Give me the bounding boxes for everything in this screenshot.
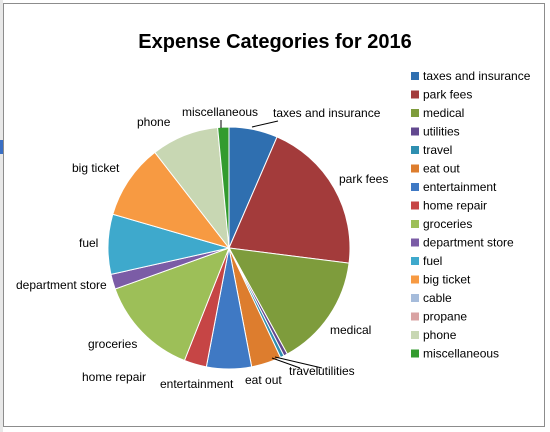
slice-label-taxes-and-insurance: taxes and insurance xyxy=(273,106,381,120)
window-edge-accent xyxy=(0,140,3,154)
legend-label-utilities: utilities xyxy=(423,125,460,139)
legend-label-groceries: groceries xyxy=(423,217,472,231)
legend-item-groceries: groceries xyxy=(411,217,472,231)
pie-slice-miscellaneous xyxy=(217,126,230,249)
legend-swatch-entertainment xyxy=(411,183,419,191)
pie-slice-groceries xyxy=(114,247,230,362)
legend-swatch-fuel xyxy=(411,257,419,265)
legend-item-fuel: fuel xyxy=(411,254,442,268)
legend-item-propane: propane xyxy=(411,310,467,324)
legend-item-phone: phone xyxy=(411,328,457,342)
legend-swatch-department-store xyxy=(411,238,419,247)
legend-swatch-groceries xyxy=(411,220,419,228)
chart-title: Expense Categories for 2016 xyxy=(138,31,411,53)
legend-label-fuel: fuel xyxy=(423,254,442,268)
leader-lines xyxy=(220,120,323,369)
slice-label-big-ticket: big ticket xyxy=(72,161,120,175)
slice-label-groceries: groceries xyxy=(88,337,137,351)
legend-swatch-eat-out xyxy=(411,164,419,173)
legend-item-home-repair: home repair xyxy=(411,199,487,213)
legend-label-miscellaneous: miscellaneous xyxy=(423,347,499,361)
legend-swatch-cable xyxy=(411,294,419,302)
slice-label-medical: medical xyxy=(330,323,371,337)
leader-line-taxes-and-insurance xyxy=(251,120,279,128)
pie-slice-park-fees xyxy=(228,136,351,264)
slice-label-park-fees: park fees xyxy=(339,172,388,186)
legend-label-taxes-and-insurance: taxes and insurance xyxy=(423,69,531,83)
slice-label-home-repair: home repair xyxy=(82,370,146,384)
legend-item-medical: medical xyxy=(411,106,464,120)
legend-label-cable: cable xyxy=(423,291,452,305)
legend-swatch-taxes-and-insurance xyxy=(411,72,419,80)
leader-line-travel xyxy=(271,357,301,369)
legend-label-department-store: department store xyxy=(423,236,514,250)
legend: taxes and insurance park fees medical utili… xyxy=(411,69,531,361)
slice-label-travel: travel xyxy=(289,364,318,378)
legend-label-eat-out: eat out xyxy=(423,162,460,176)
slice-label-miscellaneous: miscellaneous xyxy=(182,105,258,119)
legend-swatch-phone xyxy=(411,331,419,339)
pie-slice-medical xyxy=(228,247,350,355)
legend-item-entertainment: entertainment xyxy=(411,180,497,194)
legend-item-miscellaneous: miscellaneous xyxy=(411,347,499,361)
legend-label-park-fees: park fees xyxy=(423,88,472,102)
legend-label-medical: medical xyxy=(423,106,464,120)
legend-item-travel: travel xyxy=(411,143,452,157)
slice-label-department-store: department store xyxy=(16,278,107,292)
legend-label-home-repair: home repair xyxy=(423,199,487,213)
legend-label-entertainment: entertainment xyxy=(423,180,497,194)
legend-swatch-miscellaneous xyxy=(411,349,419,358)
legend-item-park-fees: park fees xyxy=(411,88,472,102)
legend-label-travel: travel xyxy=(423,143,452,157)
legend-swatch-utilities xyxy=(411,127,419,136)
legend-item-eat-out: eat out xyxy=(411,162,460,176)
pie-slices xyxy=(107,126,351,370)
slice-label-utilities: utilities xyxy=(318,364,355,378)
legend-item-taxes-and-insurance: taxes and insurance xyxy=(411,69,531,83)
pie-slice-big-ticket xyxy=(112,151,231,249)
legend-swatch-home-repair xyxy=(411,201,419,210)
legend-swatch-propane xyxy=(411,312,419,321)
legend-swatch-medical xyxy=(411,109,419,117)
legend-swatch-travel xyxy=(411,146,419,154)
window-edge xyxy=(0,0,3,432)
slice-label-eat-out: eat out xyxy=(245,373,282,387)
legend-item-cable: cable xyxy=(411,291,452,305)
legend-swatch-big-ticket xyxy=(411,275,419,284)
slice-label-phone: phone xyxy=(137,115,171,129)
legend-label-big-ticket: big ticket xyxy=(423,273,471,287)
slice-label-entertainment: entertainment xyxy=(160,377,234,391)
legend-item-utilities: utilities xyxy=(411,125,460,139)
legend-item-big-ticket: big ticket xyxy=(411,273,471,287)
slice-label-fuel: fuel xyxy=(79,236,98,250)
leader-line-utilities xyxy=(274,356,323,369)
legend-swatch-park-fees xyxy=(411,90,419,99)
legend-item-department-store: department store xyxy=(411,236,514,250)
slice-labels: taxes and insurance park fees medical utili… xyxy=(16,105,388,391)
legend-label-phone: phone xyxy=(423,328,457,342)
legend-label-propane: propane xyxy=(423,310,467,324)
